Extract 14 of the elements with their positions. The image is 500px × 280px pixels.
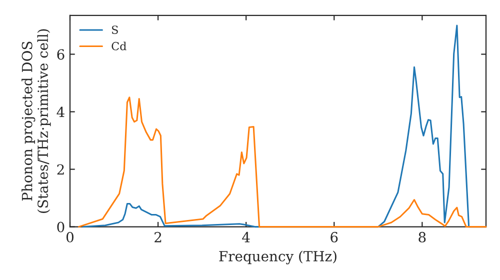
legend-label: S <box>112 26 118 34</box>
x-tick-label: 8 <box>418 232 426 242</box>
x-tick-label: 6 <box>330 232 338 242</box>
x-tick-label: 0 <box>66 232 74 242</box>
y-tick-label: 2 <box>57 164 64 175</box>
y-tick-label: 6 <box>57 49 64 60</box>
y-tick-label: 0 <box>57 222 64 232</box>
y-tick-label: 4 <box>56 106 64 118</box>
x-axis-title: Frequency (THz) <box>219 250 336 264</box>
x-tick-label: 2 <box>154 232 162 242</box>
legend-label: Cd <box>112 42 126 50</box>
y-axis-title: Phonon projected DOS (States/THz·primitive cell) <box>22 29 51 213</box>
x-tick-label: 4 <box>242 232 250 242</box>
line-series <box>78 96 487 228</box>
